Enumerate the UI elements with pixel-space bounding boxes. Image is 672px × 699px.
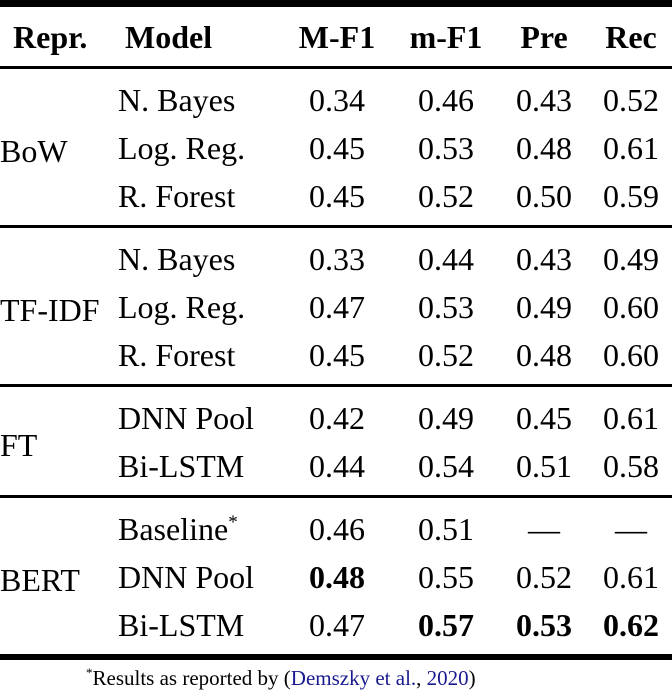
metric-value: 0.52	[603, 82, 659, 118]
repr-label: TF-IDF	[0, 291, 100, 328]
table-row: BERT Baseline* 0.46 0.51 — —	[0, 497, 672, 595]
metric-value: 0.34	[309, 82, 365, 118]
table-footnote: *Results as reported by (Demszky et al.,…	[0, 666, 672, 691]
metric-value: 0.44	[418, 241, 474, 277]
metric-value: 0.46	[309, 511, 365, 547]
repr-label: FT	[0, 426, 38, 463]
footnote-marker: *	[86, 665, 93, 680]
metric-value: 0.59	[603, 178, 659, 214]
results-table: Repr. Model M-F1 m-F1 Pre Rec BoW N. Baye…	[0, 0, 672, 660]
col-header-repr: Repr.	[13, 18, 88, 55]
col-header-model: Model	[125, 18, 213, 55]
metric-value: 0.46	[418, 82, 474, 118]
metric-value: 0.43	[516, 241, 572, 277]
group-bert: BERT Baseline* 0.46 0.51 — — DNN Pool 0.48 0.55 0…	[0, 497, 672, 657]
table-row: DNN Pool 0.48 0.55 0.52 0.61	[0, 553, 672, 601]
metric-value: 0.44	[309, 448, 365, 484]
metric-value: 0.45	[309, 130, 365, 166]
repr-label: BoW	[0, 132, 68, 169]
metric-value: 0.49	[418, 400, 474, 436]
metric-value: 0.53	[516, 607, 572, 643]
metric-value: 0.53	[418, 130, 474, 166]
table-row: Log. Reg. 0.47 0.53 0.49 0.60	[0, 283, 672, 331]
metric-value: 0.57	[418, 607, 474, 643]
metric-value: 0.61	[603, 130, 659, 166]
metric-value: —	[615, 511, 647, 547]
metric-value: 0.60	[603, 337, 659, 373]
metric-value: 0.58	[603, 448, 659, 484]
metric-value: 0.52	[418, 337, 474, 373]
metric-value: 0.52	[418, 178, 474, 214]
table-row: TF-IDF N. Bayes 0.33 0.44 0.43 0.49	[0, 227, 672, 325]
metric-value: 0.50	[516, 178, 572, 214]
baseline-footnote-marker: *	[228, 512, 238, 533]
table-row: BoW N. Bayes 0.34 0.46 0.43 0.52	[0, 68, 672, 166]
table-row: R. Forest 0.45 0.52 0.48 0.60	[0, 331, 672, 386]
metric-value: 0.42	[309, 400, 365, 436]
metric-value: 0.53	[418, 289, 474, 325]
model-label: Log. Reg.	[118, 289, 246, 325]
metric-value: 0.45	[309, 178, 365, 214]
model-label: R. Forest	[118, 337, 236, 373]
metric-value: 0.48	[516, 337, 572, 373]
metric-value: 0.49	[603, 241, 659, 277]
metric-value: 0.48	[309, 559, 365, 595]
metric-value: 0.43	[516, 82, 572, 118]
group-tf-idf: TF-IDF N. Bayes 0.33 0.44 0.43 0.49 Log. Reg. 0…	[0, 227, 672, 386]
footnote-text: Results as reported by (	[92, 666, 291, 690]
model-label: Bi-LSTM	[118, 448, 245, 484]
table-row: Bi-LSTM 0.44 0.54 0.51 0.58	[0, 442, 672, 497]
metric-value: 0.61	[603, 559, 659, 595]
model-label: DNN Pool	[118, 559, 255, 595]
col-header-macro-f1: M-F1	[298, 18, 376, 55]
col-header-recall: Rec	[605, 18, 657, 55]
metric-value: 0.48	[516, 130, 572, 166]
metric-value: 0.52	[516, 559, 572, 595]
metric-value: —	[528, 511, 560, 547]
citation-link-year[interactable]: 2020	[426, 666, 469, 690]
metric-value: 0.51	[516, 448, 572, 484]
table-header-row: Repr. Model M-F1 m-F1 Pre Rec	[0, 4, 672, 68]
model-label: Bi-LSTM	[118, 607, 245, 643]
col-header-micro-f1: m-F1	[409, 18, 483, 55]
metric-value: 0.54	[418, 448, 474, 484]
repr-label: BERT	[0, 561, 80, 598]
metric-value: 0.33	[309, 241, 365, 277]
metric-value: 0.60	[603, 289, 659, 325]
table-row: FT DNN Pool 0.42 0.49 0.45 0.61	[0, 386, 672, 460]
model-label: Baseline*	[118, 511, 238, 547]
metric-value: 0.47	[309, 289, 365, 325]
footnote-separator: ,	[416, 666, 427, 690]
metric-value: 0.49	[516, 289, 572, 325]
metric-value: 0.47	[309, 607, 365, 643]
metric-value: 0.62	[603, 607, 659, 643]
metric-value: 0.61	[603, 400, 659, 436]
citation-link-authors[interactable]: Demszky et al.	[290, 666, 417, 690]
table-row: Bi-LSTM 0.47 0.57 0.53 0.62	[0, 601, 672, 657]
model-label: Log. Reg.	[118, 130, 246, 166]
metric-value: 0.55	[418, 559, 474, 595]
group-ft: FT DNN Pool 0.42 0.49 0.45 0.61 Bi-LSTM 0.44 0.5…	[0, 386, 672, 497]
model-label: N. Bayes	[118, 241, 236, 277]
model-label: N. Bayes	[118, 82, 236, 118]
group-bow: BoW N. Bayes 0.34 0.46 0.43 0.52 Log. Reg. 0.45…	[0, 68, 672, 227]
model-label: DNN Pool	[118, 400, 255, 436]
metric-value: 0.51	[418, 511, 474, 547]
metric-value: 0.45	[516, 400, 572, 436]
metric-value: 0.45	[309, 337, 365, 373]
footnote-close-paren: )	[468, 666, 476, 690]
table-row: R. Forest 0.45 0.52 0.50 0.59	[0, 172, 672, 227]
col-header-precision: Pre	[520, 18, 568, 55]
table-row: Log. Reg. 0.45 0.53 0.48 0.61	[0, 124, 672, 172]
model-label: R. Forest	[118, 178, 236, 214]
